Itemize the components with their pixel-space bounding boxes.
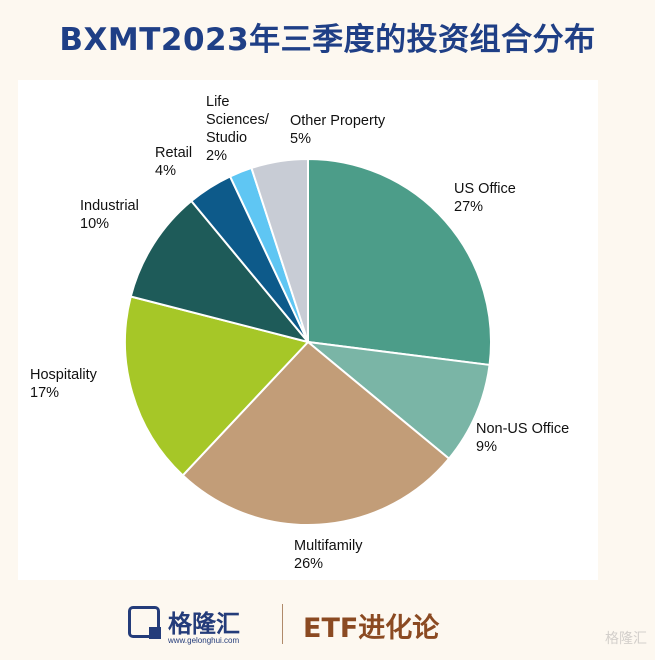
- brand-url: www.gelonghui.com: [168, 636, 240, 645]
- pie-slice-4: [129, 199, 311, 344]
- watermark: 格隆汇: [605, 631, 647, 647]
- gelonghui-logo-icon: [128, 606, 161, 639]
- pie-chart: [124, 157, 493, 526]
- pie-slice-0: [307, 157, 493, 367]
- footer-divider: [282, 604, 283, 644]
- label-us-office: US Office 27%: [454, 181, 516, 215]
- label-retail: Retail 4%: [155, 145, 193, 179]
- pie-slice-2: [181, 340, 451, 526]
- label-industrial: Industrial 10%: [80, 198, 139, 232]
- chart-title: BXMT2023年三季度的投资组合分布: [59, 22, 596, 58]
- section-name: ETF进化论: [303, 613, 440, 644]
- label-hospitality: Hospitality 17%: [30, 367, 97, 401]
- label-multifamily: Multifamily 26%: [294, 538, 363, 572]
- pie-slice-3: [124, 295, 310, 477]
- label-life-sciences: Life Sciences/ Studio 2%: [206, 94, 269, 164]
- label-non-us-office: Non-US Office 9%: [476, 421, 570, 455]
- chart-panel: US Office 27% Non-US Office 9% Multifamily…: [18, 80, 598, 580]
- pie-slice-7: [250, 157, 309, 343]
- brand-name: 格隆汇: [168, 610, 240, 638]
- footer: 格隆汇 www.gelonghui.com ETF进化论 格隆汇: [0, 592, 655, 660]
- pie-slice-1: [304, 340, 491, 461]
- label-other-property: Other Property 5%: [290, 113, 386, 147]
